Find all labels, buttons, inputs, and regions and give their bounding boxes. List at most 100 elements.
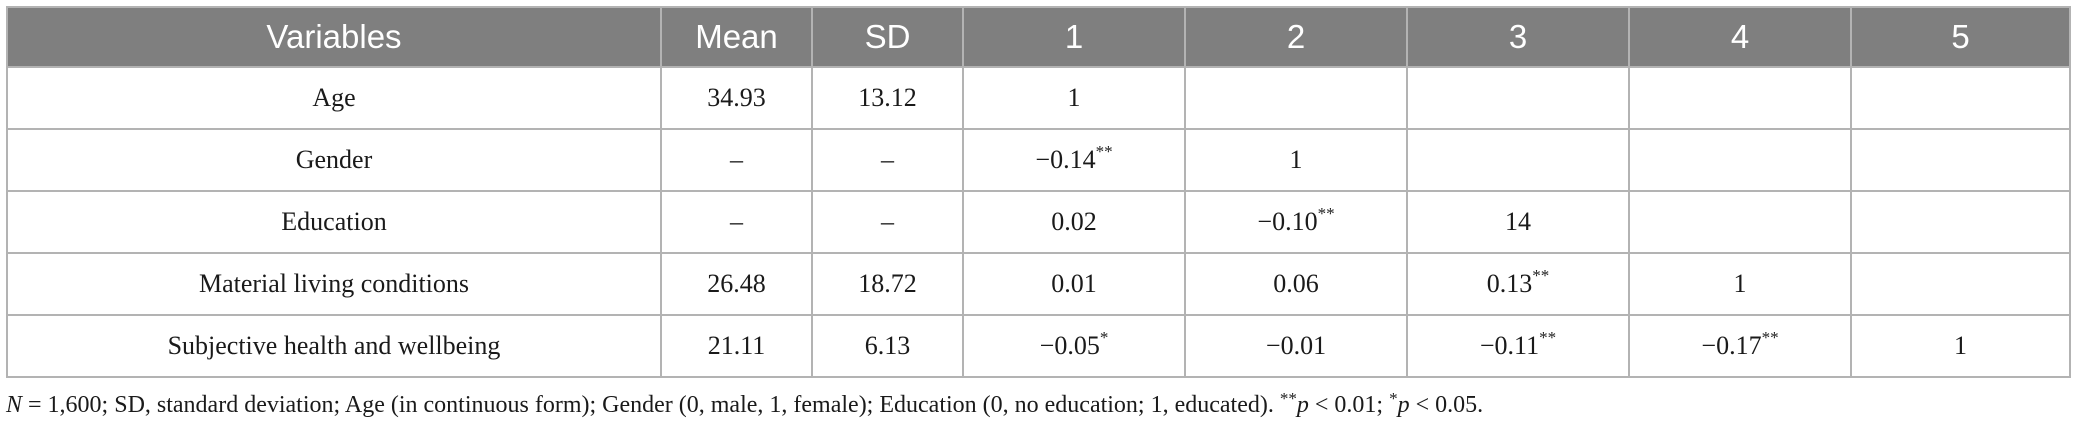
cell-col-2: 1 xyxy=(1184,128,1408,192)
cell-value: −0.11 xyxy=(1479,331,1540,360)
cell-sd: – xyxy=(811,128,964,192)
header-col-1: 1 xyxy=(962,6,1186,68)
cell-mean: 34.93 xyxy=(660,66,813,130)
table-row: Subjective health and wellbeing 21.11 6.13… xyxy=(6,314,2071,378)
cell-col-5 xyxy=(1850,252,2071,316)
cell-col-4 xyxy=(1628,128,1852,192)
correlation-table-container: Variables Mean SD 1 2 3 4 5 Age 34.93 13.1… xyxy=(6,6,2071,378)
cell-value: Age xyxy=(312,83,356,112)
cell-value: 13.12 xyxy=(858,83,917,112)
cell-value: 34.93 xyxy=(707,83,766,112)
cell-value: −0.01 xyxy=(1265,331,1327,360)
header-row: Variables Mean SD 1 2 3 4 5 xyxy=(6,6,2071,68)
cell-value: – xyxy=(881,207,894,236)
cell-col-4 xyxy=(1628,66,1852,130)
footnote-sig1-stars: ** xyxy=(1279,389,1297,408)
cell-value: – xyxy=(881,145,894,174)
cell-col-1: 0.01 xyxy=(962,252,1186,316)
table-row: Gender – – −0.14** 1 xyxy=(6,128,2071,192)
table-footnote: N = 1,600; SD, standard deviation; Age (… xyxy=(6,389,1484,419)
cell-col-1: −0.05* xyxy=(962,314,1186,378)
cell-mean: 21.11 xyxy=(660,314,813,378)
cell-value: Gender xyxy=(295,145,373,174)
cell-col-3: −0.11** xyxy=(1406,314,1630,378)
cell-sd: 13.12 xyxy=(811,66,964,130)
table-row: Age 34.93 13.12 1 xyxy=(6,66,2071,130)
cell-value: 0.06 xyxy=(1273,269,1319,298)
cell-value: Education xyxy=(281,207,387,236)
cell-value: 0.13 xyxy=(1486,269,1533,298)
cell-col-5: 1 xyxy=(1850,314,2071,378)
cell-col-2 xyxy=(1184,66,1408,130)
footnote-sig2-stars: * xyxy=(1389,389,1398,408)
header-col-2: 2 xyxy=(1184,6,1408,68)
cell-sd: 18.72 xyxy=(811,252,964,316)
cell-value: Subjective health and wellbeing xyxy=(167,331,501,360)
footnote-sig1-p: p xyxy=(1296,392,1309,418)
table-row: Education – – 0.02 −0.10** 14 xyxy=(6,190,2071,254)
cell-col-5 xyxy=(1850,66,2071,130)
cell-value: 1 xyxy=(1733,269,1747,298)
header-sd: SD xyxy=(811,6,964,68)
cell-variable: Age xyxy=(6,66,662,130)
cell-col-4: −0.17** xyxy=(1628,314,1852,378)
cell-variable: Gender xyxy=(6,128,662,192)
cell-value: 0.02 xyxy=(1051,207,1097,236)
cell-value: 0.01 xyxy=(1051,269,1097,298)
significance-marker: ** xyxy=(1317,204,1335,223)
cell-value: −0.10 xyxy=(1257,207,1318,236)
footnote-n-label: N xyxy=(6,392,23,418)
cell-sd: 6.13 xyxy=(811,314,964,378)
cell-value: −0.17 xyxy=(1701,331,1762,360)
correlation-table: Variables Mean SD 1 2 3 4 5 Age 34.93 13.1… xyxy=(6,6,2071,378)
cell-col-4 xyxy=(1628,190,1852,254)
cell-col-1: 1 xyxy=(962,66,1186,130)
cell-value: 1 xyxy=(1289,145,1303,174)
header-variables: Variables xyxy=(6,6,662,68)
significance-marker: ** xyxy=(1539,328,1557,347)
cell-sd: – xyxy=(811,190,964,254)
cell-value: 21.11 xyxy=(707,331,766,360)
table-body: Age 34.93 13.12 1 Gender – – −0.14** 1 Education –… xyxy=(6,66,2071,378)
significance-marker: ** xyxy=(1532,266,1550,285)
cell-col-3 xyxy=(1406,66,1630,130)
cell-col-1: 0.02 xyxy=(962,190,1186,254)
table-row: Material living conditions 26.48 18.72 0.01… xyxy=(6,252,2071,316)
footnote-sig2-text: < 0.05. xyxy=(1409,392,1484,418)
significance-marker: * xyxy=(1099,328,1109,347)
significance-marker: ** xyxy=(1761,328,1779,347)
footnote-sig1-text: < 0.01; xyxy=(1308,392,1390,418)
header-col-4: 4 xyxy=(1628,6,1852,68)
cell-col-3: 14 xyxy=(1406,190,1630,254)
cell-value: Material living conditions xyxy=(198,269,470,298)
cell-variable: Subjective health and wellbeing xyxy=(6,314,662,378)
cell-col-2: −0.01 xyxy=(1184,314,1408,378)
cell-col-1: −0.14** xyxy=(962,128,1186,192)
cell-value: −0.14 xyxy=(1035,145,1096,174)
cell-col-3: 0.13** xyxy=(1406,252,1630,316)
cell-col-4: 1 xyxy=(1628,252,1852,316)
cell-value: 6.13 xyxy=(864,331,911,360)
cell-col-5 xyxy=(1850,190,2071,254)
cell-variable: Material living conditions xyxy=(6,252,662,316)
cell-col-5 xyxy=(1850,128,2071,192)
cell-value: 18.72 xyxy=(858,269,917,298)
cell-col-3 xyxy=(1406,128,1630,192)
cell-mean: – xyxy=(660,128,813,192)
cell-col-2: 0.06 xyxy=(1184,252,1408,316)
header-col-3: 3 xyxy=(1406,6,1630,68)
cell-mean: – xyxy=(660,190,813,254)
significance-marker: ** xyxy=(1095,142,1113,161)
cell-value: – xyxy=(730,145,743,174)
cell-value: 1 xyxy=(1954,331,1967,360)
cell-value: −0.05 xyxy=(1039,331,1100,360)
cell-value: – xyxy=(730,207,743,236)
cell-value: 1 xyxy=(1067,83,1081,112)
header-mean: Mean xyxy=(660,6,813,68)
cell-value: 14 xyxy=(1505,207,1531,236)
footnote-text: = 1,600; SD, standard deviation; Age (in… xyxy=(22,392,1280,418)
cell-col-2: −0.10** xyxy=(1184,190,1408,254)
footnote-sig2-p: p xyxy=(1397,392,1410,418)
cell-variable: Education xyxy=(6,190,662,254)
header-col-5: 5 xyxy=(1850,6,2071,68)
